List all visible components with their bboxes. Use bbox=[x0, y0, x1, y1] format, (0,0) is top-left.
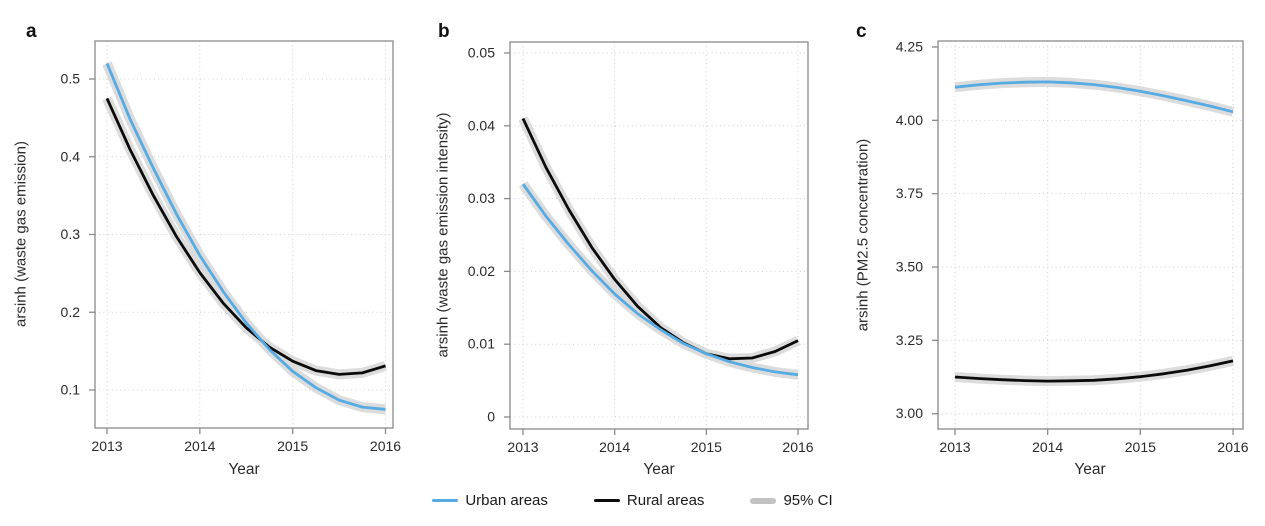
legend-item-ci: 95% CI bbox=[750, 492, 833, 509]
legend-label-ci: 95% CI bbox=[783, 492, 833, 509]
panel-letter-b: b bbox=[438, 21, 450, 42]
y-tick-label-c: 3.25 bbox=[896, 332, 923, 348]
legend-line-rural-icon bbox=[593, 498, 620, 503]
legend-label-rural: Rural areas bbox=[626, 492, 705, 509]
x-tick-label-b: 2016 bbox=[782, 439, 813, 455]
line-rural-c bbox=[954, 359, 1234, 383]
y-tick-label-a: 0.2 bbox=[61, 304, 81, 320]
x-tick-label-c: 2015 bbox=[1125, 439, 1156, 455]
ci-band-urban-c bbox=[954, 76, 1235, 117]
legend: Urban areas Rural areas 95% CI bbox=[0, 492, 1265, 509]
y-tick-label-a: 0.1 bbox=[61, 382, 81, 398]
panel-letter-a: a bbox=[26, 21, 37, 42]
y-tick-label-b: 0.04 bbox=[468, 117, 495, 133]
y-tick-label-b: 0.03 bbox=[468, 190, 495, 206]
legend-label-urban: Urban areas bbox=[465, 492, 548, 509]
legend-line-ci-icon bbox=[750, 497, 777, 504]
ci-band-urban-b bbox=[518, 181, 799, 380]
y-tick-label-b: 0 bbox=[487, 409, 495, 425]
x-axis-title-c: Year bbox=[1074, 461, 1106, 478]
line-urban-b bbox=[521, 183, 799, 377]
x-tick-label-c: 2014 bbox=[1032, 439, 1063, 455]
x-tick-label-c: 2016 bbox=[1217, 439, 1248, 455]
plot-frame-c bbox=[937, 40, 1244, 430]
y-tick-label-c: 3.50 bbox=[896, 259, 923, 275]
y-tick-label-c: 3.00 bbox=[896, 405, 923, 421]
ci-band-rural-a bbox=[102, 96, 387, 380]
line-urban-c bbox=[954, 80, 1234, 114]
legend-item-urban: Urban areas bbox=[432, 492, 548, 509]
line-rural-a bbox=[105, 97, 386, 376]
plot-frame-b bbox=[509, 41, 809, 430]
x-tick-label-a: 2016 bbox=[370, 438, 401, 454]
x-tick-label-a: 2013 bbox=[91, 438, 122, 454]
y-tick-label-b: 0.05 bbox=[468, 45, 495, 61]
x-tick-label-b: 2015 bbox=[691, 439, 722, 455]
y-tick-label-c: 4.00 bbox=[896, 112, 923, 128]
x-tick-label-b: 2014 bbox=[599, 439, 630, 455]
x-tick-label-c: 2013 bbox=[939, 439, 970, 455]
ci-band-urban-a bbox=[102, 61, 386, 415]
y-tick-label-c: 4.25 bbox=[896, 39, 923, 55]
x-axis-title-b: Year bbox=[643, 461, 675, 478]
y-tick-label-b: 0.01 bbox=[468, 336, 495, 352]
y-tick-label-a: 0.5 bbox=[61, 71, 81, 87]
y-tick-label-a: 0.4 bbox=[61, 148, 81, 164]
y-tick-label-a: 0.3 bbox=[61, 226, 81, 242]
x-tick-label-a: 2014 bbox=[184, 438, 215, 454]
x-tick-label-a: 2015 bbox=[277, 438, 308, 454]
line-rural-b bbox=[521, 117, 799, 361]
y-axis-title-b: arsinh (waste gas emission intensity) bbox=[434, 112, 452, 358]
legend-line-urban-icon bbox=[432, 498, 459, 503]
y-tick-label-c: 3.75 bbox=[896, 185, 923, 201]
y-axis-title-a: arsinh (waste gas emission) bbox=[12, 141, 30, 327]
x-axis-title-a: Year bbox=[228, 461, 260, 478]
panel-letter-c: c bbox=[856, 21, 867, 42]
line-urban-a bbox=[105, 62, 386, 411]
x-tick-label-b: 2013 bbox=[507, 439, 538, 455]
legend-item-rural: Rural areas bbox=[593, 492, 705, 509]
y-axis-title-c: arsinh (PM2.5 concentration) bbox=[854, 138, 872, 332]
y-tick-label-b: 0.02 bbox=[468, 263, 495, 279]
